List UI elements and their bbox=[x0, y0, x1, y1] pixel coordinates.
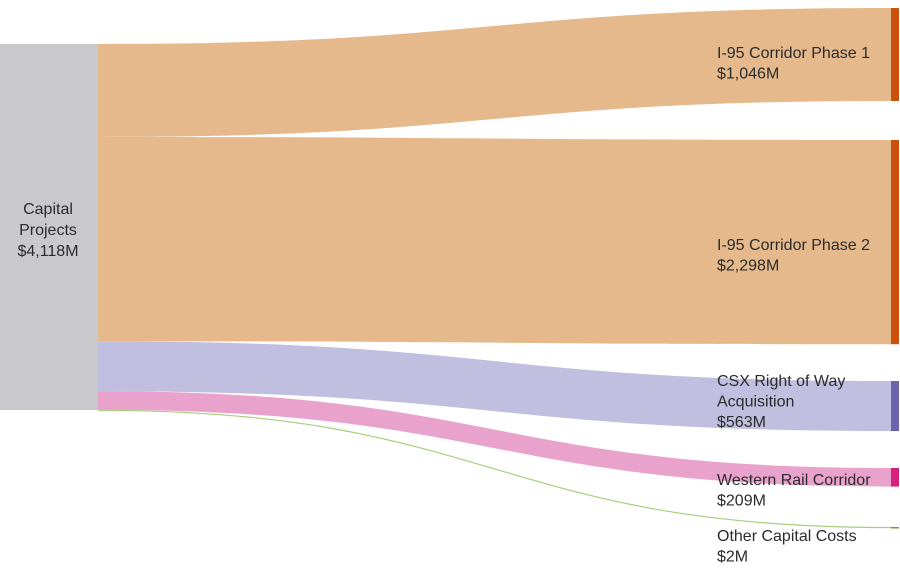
flow-link-3 bbox=[98, 391, 891, 487]
target-node-bar-0 bbox=[891, 8, 899, 101]
target-name-line: Western Rail Corridor bbox=[717, 472, 871, 489]
source-node-label: Capital Projects $4,118M bbox=[17, 201, 78, 260]
target-name-line: I-95 Corridor Phase 1 bbox=[717, 45, 870, 62]
flow-link-0 bbox=[98, 8, 891, 137]
sankey-labels: Capital Projects $4,118M I-95 Corridor Phas… bbox=[17, 45, 871, 566]
target-value-label: $563M bbox=[717, 414, 766, 431]
flow-link-4 bbox=[97, 409, 892, 529]
source-value-label: $4,118M bbox=[17, 243, 78, 260]
target-value-label: $2,298M bbox=[717, 258, 779, 275]
target-nodes-group bbox=[891, 8, 899, 529]
target-node-label-3: Western Rail Corridor $209M bbox=[717, 472, 871, 510]
target-node-bar-1 bbox=[891, 140, 899, 345]
source-name-line: Capital bbox=[23, 201, 73, 218]
target-node-label-2: CSX Right of Way Acquisition $563M bbox=[717, 373, 845, 431]
target-value-label: $2M bbox=[717, 549, 748, 566]
target-node-bar-2 bbox=[891, 381, 899, 432]
target-node-label-4: Other Capital Costs $2M bbox=[717, 528, 857, 566]
flow-link-2 bbox=[98, 341, 891, 432]
flow-link-1 bbox=[98, 136, 891, 345]
target-name-line: I-95 Corridor Phase 2 bbox=[717, 237, 870, 254]
sankey-flows bbox=[97, 8, 892, 529]
source-node-group bbox=[0, 44, 98, 410]
target-node-label-0: I-95 Corridor Phase 1 $1,046M bbox=[717, 45, 870, 83]
target-name-line: Acquisition bbox=[717, 394, 794, 411]
target-node-bar-4 bbox=[891, 527, 899, 529]
target-name-line: Other Capital Costs bbox=[717, 528, 857, 545]
target-value-label: $209M bbox=[717, 493, 766, 510]
target-node-bar-3 bbox=[891, 468, 899, 487]
source-node-bar bbox=[0, 44, 98, 410]
target-node-label-1: I-95 Corridor Phase 2 $2,298M bbox=[717, 237, 870, 275]
target-name-line: CSX Right of Way bbox=[717, 373, 845, 390]
target-value-label: $1,046M bbox=[717, 66, 779, 83]
source-name-line: Projects bbox=[19, 222, 77, 239]
